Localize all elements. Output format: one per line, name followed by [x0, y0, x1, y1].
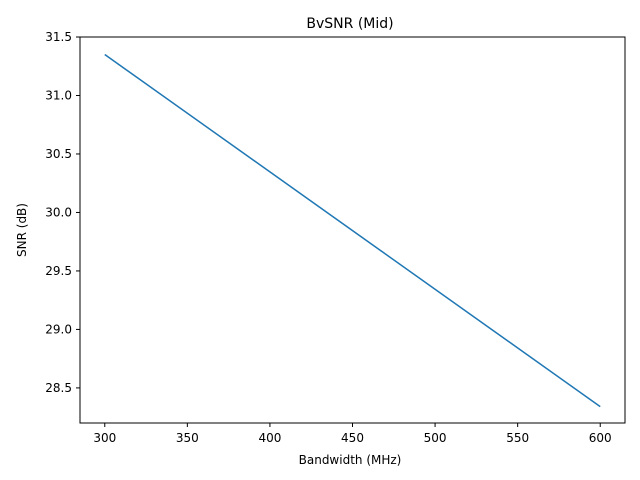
y-tick-label: 28.5 — [45, 381, 72, 395]
x-tick-label: 550 — [506, 431, 529, 445]
x-tick-label: 500 — [424, 431, 447, 445]
x-tick-label: 600 — [589, 431, 612, 445]
x-tick-label: 400 — [258, 431, 281, 445]
x-axis: 300 350 400 450 500 550 600 — [93, 423, 612, 445]
y-tick-label: 29.0 — [45, 322, 72, 336]
y-tick-label: 30.5 — [45, 147, 72, 161]
chart-title: BvSNR (Mid) — [306, 16, 393, 32]
x-tick-label: 350 — [176, 431, 199, 445]
plot-area — [104, 53, 601, 408]
y-tick-label: 29.5 — [45, 264, 72, 278]
series-line — [104, 53, 601, 408]
y-tick-label: 31.0 — [45, 88, 72, 102]
x-axis-label: Bandwidth (MHz) — [299, 453, 402, 467]
y-axis-label: SNR (dB) — [15, 203, 29, 257]
x-tick-label: 450 — [341, 431, 364, 445]
y-tick-label: 30.0 — [45, 205, 72, 219]
x-tick-label: 300 — [93, 431, 116, 445]
y-axis: 28.5 29.0 29.5 30.0 30.5 31.0 31.5 — [45, 30, 80, 395]
y-tick-label: 31.5 — [45, 30, 72, 44]
